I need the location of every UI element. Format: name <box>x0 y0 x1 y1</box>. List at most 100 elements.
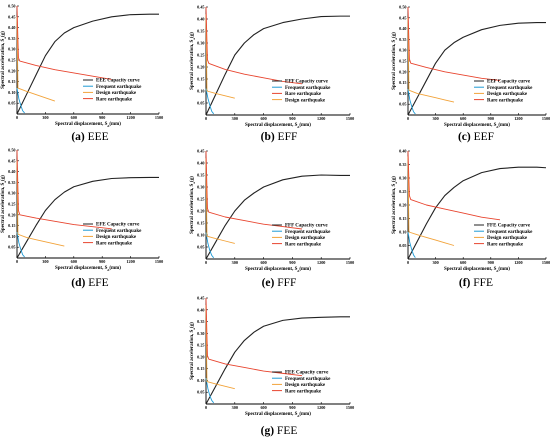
caption-text: EFF <box>275 131 298 143</box>
y-tick-label: 0.20 <box>197 209 204 214</box>
y-tick-label: 0.15 <box>197 221 204 226</box>
series-line-design <box>205 158 235 244</box>
y-tick-label: 0.40 <box>197 17 204 22</box>
y-tick-label: 0.25 <box>399 189 406 194</box>
x-tick-label: 300 <box>42 259 48 264</box>
series-line-rare <box>407 150 501 221</box>
y-tick-label: 0.25 <box>8 58 15 63</box>
y-tick-label: 0.30 <box>8 191 15 196</box>
panel-caption: (f) FFE <box>459 277 493 289</box>
x-tick-label: 600 <box>71 259 77 264</box>
y-tick-label: 0.25 <box>197 53 204 58</box>
y-axis-title-unit: (g) <box>190 32 195 38</box>
series-line-frequent <box>407 89 416 115</box>
y-axis-title-sub: a <box>192 38 196 40</box>
series-line-design <box>407 17 455 103</box>
caption-text: EEE <box>85 131 109 143</box>
series-line-capacity <box>205 316 350 405</box>
x-axis-title-unit: (mm) <box>299 267 311 272</box>
x-tick-label: 900 <box>99 115 105 120</box>
panel-caption: (c) EEF <box>458 131 494 143</box>
y-axis-title: Spectral acceleration, Sa(g) <box>392 32 398 90</box>
y-tick-label: 0.35 <box>8 36 15 41</box>
y-tick-label: 0.05 <box>197 390 204 395</box>
x-axis-title-sub: d <box>496 269 498 273</box>
y-tick-label: 0.25 <box>8 202 15 207</box>
legend-label-capacity: EEE Capacity curve <box>96 79 140 84</box>
legend-label-design: Design earthquake <box>487 236 528 241</box>
panel-caption: (b) EFF <box>261 131 298 143</box>
x-axis-title-sub: d <box>297 269 299 273</box>
x-tick-label: 600 <box>260 116 266 121</box>
series-line-frequent <box>205 88 215 115</box>
x-tick-label: 1500 <box>346 260 354 265</box>
legend-label-rare: Rare earthquake <box>285 92 322 97</box>
x-tick-label: 300 <box>232 260 238 265</box>
x-axis-title-main: Spectral displacement, S <box>444 123 497 128</box>
caption-letter: (a) <box>71 131 85 143</box>
x-axis-title-unit: (mm) <box>109 266 121 271</box>
y-tick-label: 0.30 <box>399 48 406 53</box>
y-tick-label: 0.35 <box>399 162 406 167</box>
y-tick-label: 0.30 <box>8 47 15 52</box>
series-line-design <box>16 160 65 247</box>
series-line-design <box>16 16 56 102</box>
x-axis-title-main: Spectral displacement, S <box>55 266 108 271</box>
legend-label-capacity: EFF Capacity curve <box>285 80 329 85</box>
panel-caption: (d) EFE <box>71 277 108 289</box>
y-axis-title-sub: a <box>192 328 196 330</box>
caption-letter: (f) <box>459 277 471 289</box>
series-line-rare <box>16 149 112 230</box>
y-axis-title: Spectral acceleration, Sa(g) <box>1 31 7 89</box>
y-tick-label: 0.15 <box>399 80 406 85</box>
x-tick-label: 600 <box>460 260 466 265</box>
y-axis-title-sub: a <box>394 182 398 184</box>
y-tick-label: 0.05 <box>399 102 406 107</box>
y-tick-label: 0.15 <box>8 223 15 228</box>
y-axis-title-main: Spectral acceleration, S <box>392 184 397 234</box>
x-axis-title-main: Spectral displacement, S <box>55 122 108 127</box>
y-axis-title-main: Spectral acceleration, S <box>1 183 6 233</box>
x-axis-title: Spectral displacement, Sd(mm) <box>245 412 311 418</box>
y-axis-title: Spectral acceleration, Sa(g) <box>1 175 7 233</box>
y-tick-label: 0.45 <box>197 296 204 301</box>
y-axis-title-unit: (g) <box>190 322 195 328</box>
x-tick-label: 1500 <box>346 116 354 121</box>
legend-label-frequent: Frequent earthquake <box>487 230 533 235</box>
series-line-frequent <box>407 231 416 258</box>
panel-caption: (g) FEE <box>261 425 298 437</box>
x-tick-label: 300 <box>42 115 48 120</box>
y-tick-label: 0.35 <box>197 319 204 324</box>
series-line-rare <box>205 297 303 377</box>
y-tick-label: 0.10 <box>399 230 406 235</box>
y-tick-label: 0.50 <box>8 148 15 153</box>
x-axis-title-sub: d <box>496 125 498 129</box>
y-tick-label: 0.05 <box>197 245 204 250</box>
y-axis-title-sub: a <box>3 37 7 39</box>
y-tick-label: 0.30 <box>197 185 204 190</box>
x-tick-label: 1200 <box>126 259 134 264</box>
caption-letter: (b) <box>261 131 275 143</box>
x-axis-title-sub: d <box>297 414 299 418</box>
x-tick-label: 900 <box>289 260 295 265</box>
series-line-rare <box>205 6 303 85</box>
y-tick-label: 0.45 <box>399 15 406 20</box>
y-axis-title-unit: (g) <box>1 175 6 181</box>
x-tick-label: 900 <box>488 116 494 121</box>
x-tick-label: 1500 <box>542 116 550 121</box>
x-tick-label: 1500 <box>155 115 163 120</box>
y-tick-label: 0.15 <box>8 79 15 84</box>
x-tick-label: 1200 <box>126 115 134 120</box>
x-axis-title-main: Spectral displacement, S <box>245 267 298 272</box>
y-tick-label: 0.50 <box>8 4 15 9</box>
x-tick-label: 0 <box>205 116 207 121</box>
caption-text: FFF <box>274 277 296 289</box>
x-tick-label: 1200 <box>317 260 325 265</box>
y-axis-title-sub: a <box>394 38 398 40</box>
y-tick-label: 0.40 <box>197 307 204 312</box>
caption-text: FFE <box>470 277 493 289</box>
y-tick-label: 0.05 <box>399 243 406 248</box>
series-line-capacity <box>205 174 350 260</box>
